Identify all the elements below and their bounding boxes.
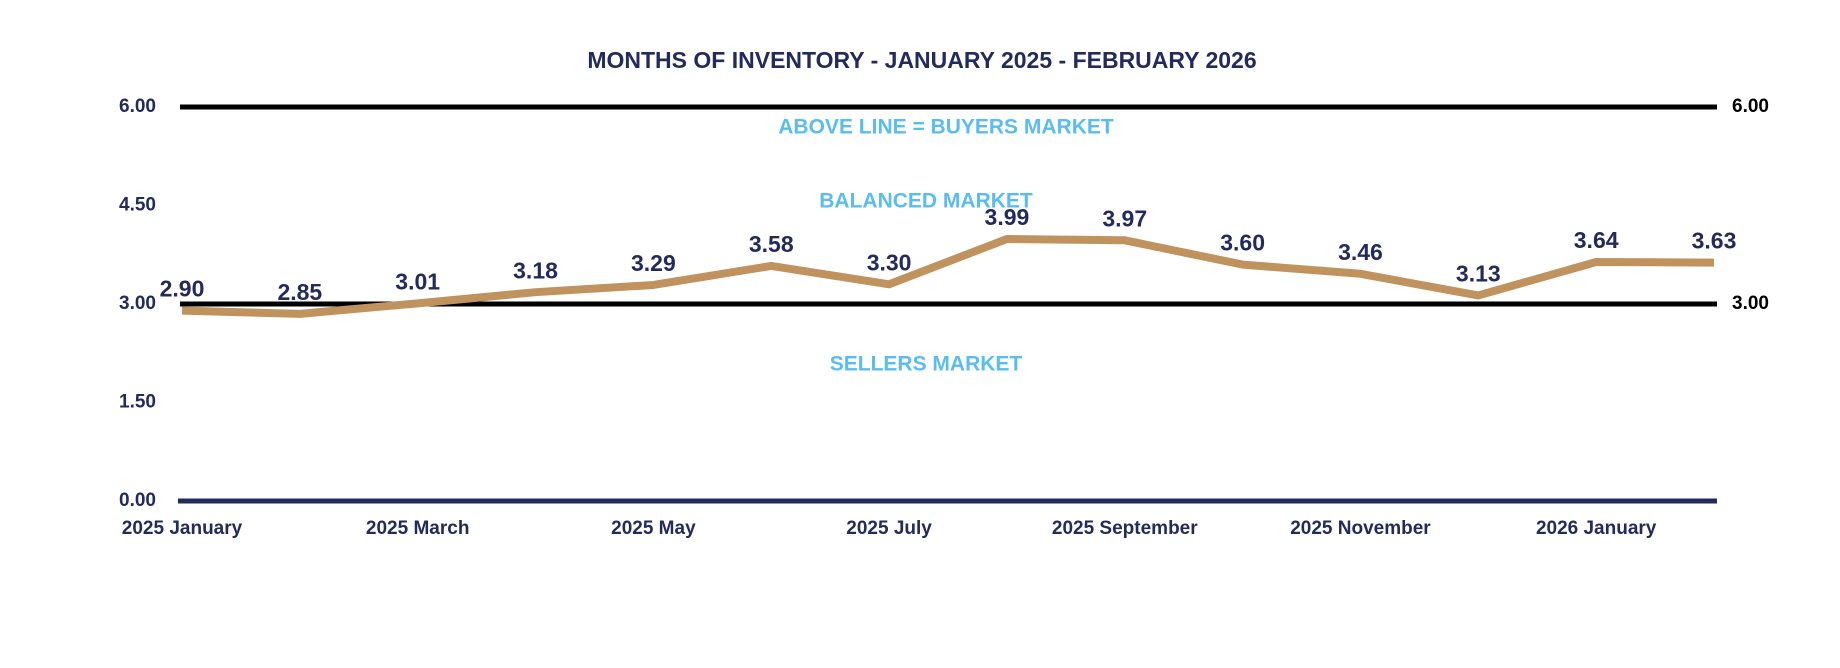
annotation: BALANCED MARKET <box>819 190 1033 213</box>
x-tick-label: 2025 January <box>122 518 243 539</box>
x-tick-label: 2025 September <box>1052 518 1198 539</box>
x-tick-label: 2025 May <box>611 518 696 539</box>
data-label: 3.60 <box>1220 230 1265 256</box>
y-tick-label: 0.00 <box>119 490 156 511</box>
x-tick-label: 2026 January <box>1536 518 1657 539</box>
y-tick-label: 1.50 <box>119 392 156 413</box>
line <box>181 234 1715 318</box>
data-label: 3.30 <box>867 249 912 275</box>
y-tick-label: 6.00 <box>119 96 156 117</box>
chart-title: MONTHS OF INVENTORY - JANUARY 2025 - FEB… <box>587 47 1256 73</box>
y-tick-label: 4.50 <box>119 195 156 216</box>
y2-tick-label: 3.00 <box>1732 293 1769 314</box>
data-label: 2.90 <box>160 276 205 302</box>
data-label: 3.63 <box>1692 228 1737 254</box>
data-label: 2.85 <box>277 279 322 305</box>
data-label: 3.13 <box>1456 261 1501 287</box>
data-label: 3.18 <box>513 257 558 283</box>
x-tick-label: 2025 July <box>846 518 932 539</box>
data-label: 3.99 <box>985 204 1030 230</box>
data-label: 3.58 <box>749 231 794 257</box>
data-label: 3.46 <box>1338 239 1383 265</box>
annotation: ABOVE LINE = BUYERS MARKET <box>778 116 1114 139</box>
data-label: 3.97 <box>1102 205 1147 231</box>
y2-tick-label: 6.00 <box>1732 96 1769 117</box>
x-tick-label: 2025 November <box>1290 518 1431 539</box>
data-label: 3.64 <box>1574 227 1619 253</box>
y-tick-label: 3.00 <box>119 293 156 314</box>
x-tick-label: 2025 March <box>366 518 470 539</box>
annotation: SELLERS MARKET <box>830 353 1023 376</box>
data-label: 3.29 <box>631 250 676 276</box>
data-label: 3.01 <box>395 268 440 294</box>
